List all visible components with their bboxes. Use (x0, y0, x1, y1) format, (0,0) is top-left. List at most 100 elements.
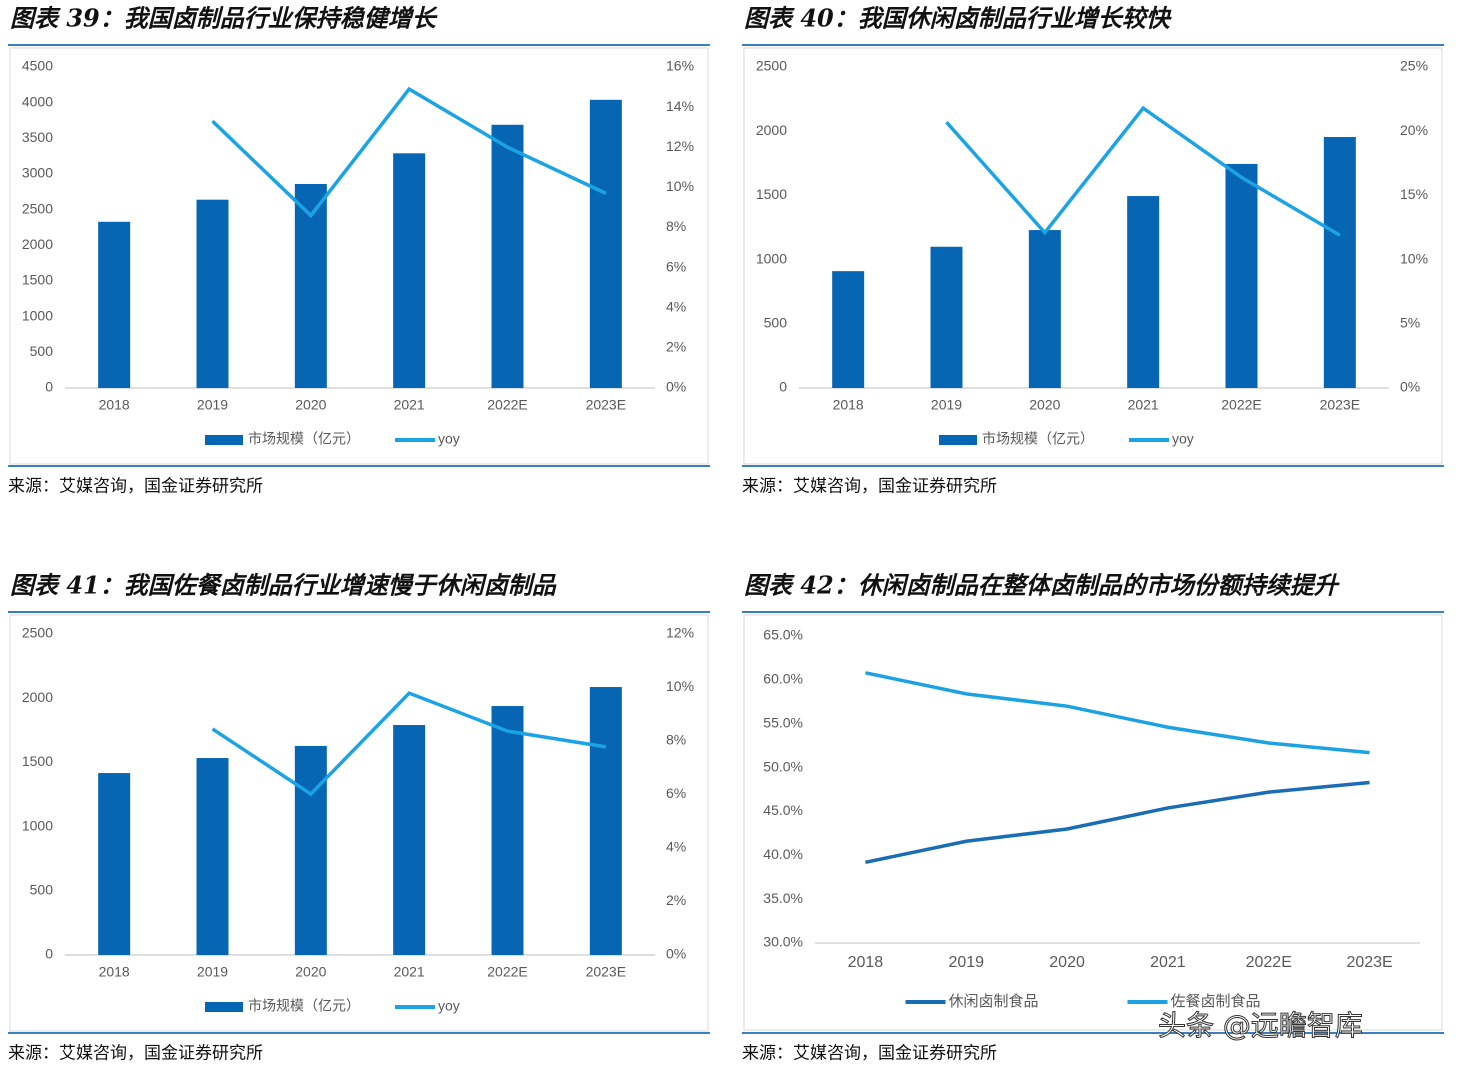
figure-title: 图表 42：休闲卤制品在整体卤制品的市场份额持续提升 (744, 571, 1341, 600)
y2-tick-label: 10% (1400, 250, 1428, 266)
y-tick-label: 500 (30, 343, 54, 359)
x-tick-label: 2023E (586, 964, 626, 980)
x-tick-label: 2018 (848, 954, 884, 971)
y-tick-label: 2000 (22, 689, 53, 705)
y2-tick-label: 12% (666, 625, 694, 641)
bar (196, 199, 229, 388)
y-tick-label: 0 (779, 379, 787, 395)
source-note: 来源：艾媒咨询，国金证券研究所 (8, 1044, 263, 1064)
y-tick-label: 1000 (756, 250, 787, 266)
bar (1323, 136, 1356, 388)
bar (1127, 196, 1160, 388)
line-series (211, 691, 607, 797)
x-tick-label: 2020 (295, 397, 326, 413)
y-tick-label: 2500 (756, 58, 787, 74)
y2-tick-label: 15% (1400, 186, 1428, 202)
bar (294, 183, 327, 388)
y2-tick-label: 16% (666, 58, 694, 74)
bar (98, 221, 131, 388)
figure-title: 图表 41：我国佐餐卤制品行业增速慢于休闲卤制品 (10, 571, 557, 600)
x-tick-label: 2018 (833, 397, 864, 413)
x-tick-label: 2022E (487, 964, 527, 980)
y2-tick-label: 6% (666, 785, 686, 801)
y2-tick-label: 6% (666, 258, 686, 274)
line-series (945, 105, 1341, 237)
source-note: 来源：艾媒咨询，国金证券研究所 (742, 1044, 997, 1064)
bar (98, 773, 131, 955)
y-tick-label: 1000 (22, 817, 53, 833)
y2-tick-label: 14% (666, 98, 694, 114)
y2-tick-label: 25% (1400, 58, 1428, 74)
y-tick-label: 1500 (22, 272, 53, 288)
y-tick-label: 40.0% (763, 846, 803, 862)
x-tick-label: 2019 (197, 964, 228, 980)
y-tick-label: 3000 (22, 165, 53, 181)
y-tick-label: 60.0% (763, 671, 803, 687)
bar (930, 246, 963, 388)
y2-tick-label: 8% (666, 732, 686, 748)
y2-tick-label: 2% (666, 339, 686, 355)
x-tick-label: 2022E (1221, 397, 1261, 413)
x-tick-label: 2023E (1320, 397, 1360, 413)
legend-label: yoy (438, 998, 460, 1014)
bar (589, 687, 622, 955)
y-tick-label: 45.0% (763, 802, 803, 818)
y-tick-label: 2500 (22, 200, 53, 216)
y2-tick-label: 8% (666, 218, 686, 234)
y2-tick-label: 2% (666, 892, 686, 908)
x-tick-label: 2022E (1246, 954, 1292, 971)
x-tick-label: 2021 (394, 964, 425, 980)
legend-label: yoy (1172, 431, 1194, 447)
y-tick-label: 3500 (22, 129, 53, 145)
source-note: 来源：艾媒咨询，国金证券研究所 (8, 477, 263, 497)
y2-tick-label: 5% (1400, 315, 1420, 331)
line-series (211, 86, 607, 219)
chart-frame (9, 614, 709, 1032)
bar (393, 153, 426, 388)
x-tick-label: 2021 (1150, 954, 1186, 971)
x-tick-label: 2020 (1049, 954, 1085, 971)
bar (491, 124, 524, 388)
legend-label: 市场规模（亿元） (248, 998, 360, 1014)
y-tick-label: 55.0% (763, 714, 803, 730)
chart-frame (9, 47, 709, 465)
y2-tick-label: 20% (1400, 122, 1428, 138)
bar (832, 271, 865, 388)
x-tick-label: 2020 (295, 964, 326, 980)
y-tick-label: 30.0% (763, 934, 803, 950)
legend-label: 佐餐卤制食品 (1171, 993, 1261, 1010)
bar (1028, 230, 1061, 388)
x-tick-label: 2018 (99, 397, 130, 413)
y-tick-label: 65.0% (763, 627, 803, 643)
y2-tick-label: 10% (666, 178, 694, 194)
x-tick-label: 2018 (99, 964, 130, 980)
y2-tick-label: 4% (666, 839, 686, 855)
y-tick-label: 50.0% (763, 758, 803, 774)
legend-swatch (939, 435, 977, 445)
y2-tick-label: 0% (666, 946, 686, 962)
legend-label: 休闲卤制食品 (949, 993, 1039, 1010)
bar (196, 758, 229, 955)
y-tick-label: 35.0% (763, 890, 803, 906)
bar (294, 745, 327, 955)
source-note: 来源：艾媒咨询，国金证券研究所 (742, 477, 997, 497)
bar (393, 725, 426, 955)
y-tick-label: 1500 (22, 753, 53, 769)
watermark: 头条 @远瞻智库 (1158, 1009, 1363, 1042)
bar (589, 99, 622, 389)
x-tick-label: 2023E (586, 397, 626, 413)
y-tick-label: 2000 (756, 122, 787, 138)
y-tick-label: 1000 (22, 307, 53, 323)
y-tick-label: 4500 (22, 58, 53, 74)
y2-tick-label: 10% (666, 678, 694, 694)
x-tick-label: 2021 (394, 397, 425, 413)
bar (491, 706, 524, 955)
x-tick-label: 2019 (948, 954, 984, 971)
legend-label: yoy (438, 431, 460, 447)
y2-tick-label: 0% (666, 379, 686, 395)
x-tick-label: 2020 (1029, 397, 1060, 413)
bar (1225, 163, 1258, 388)
x-tick-label: 2019 (197, 397, 228, 413)
legend-swatch (205, 1002, 243, 1012)
